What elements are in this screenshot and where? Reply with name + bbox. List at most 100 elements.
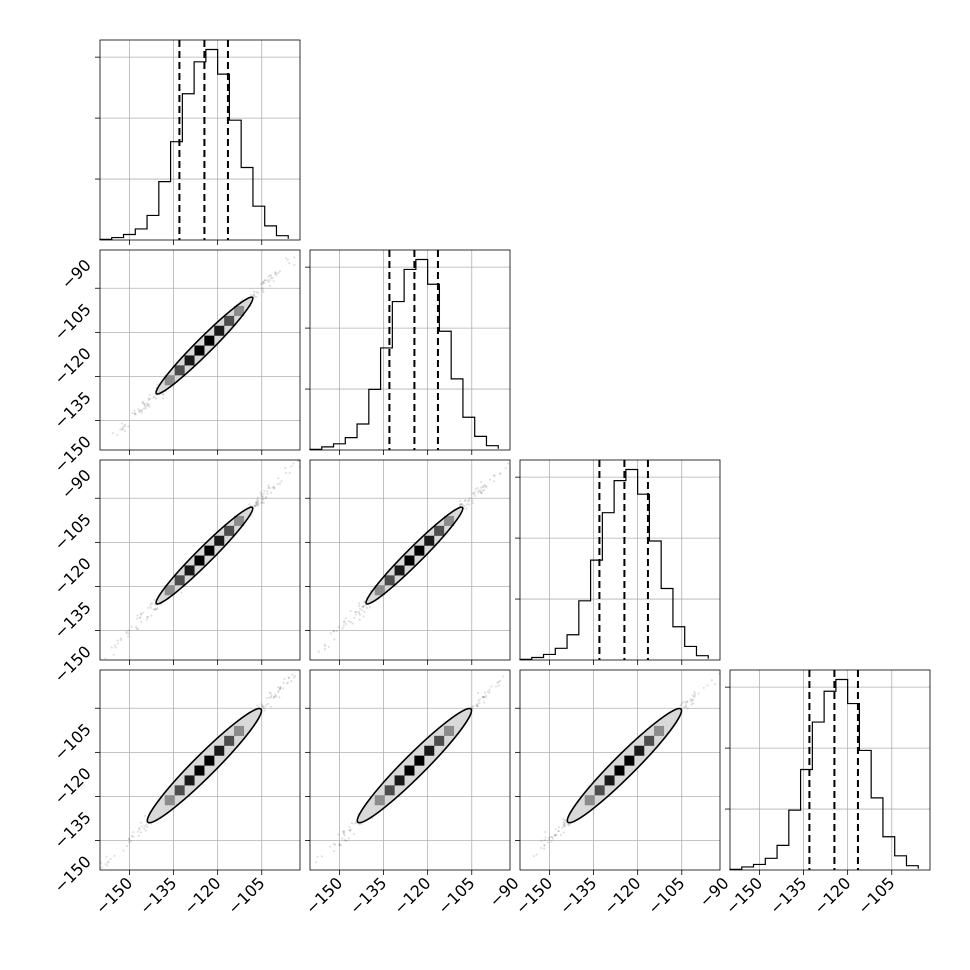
scatter-point [142,611,145,614]
joint-panel-2-0: −90−105−120−135−150 [50,459,301,686]
contour-line [155,506,254,605]
scatter-point [112,653,115,656]
scatter-point [494,685,498,688]
scatter-point [693,692,697,695]
scatter-point [689,700,693,703]
scatter-point [143,827,146,830]
y-tick-label: −135 [50,808,95,853]
scatter-point [105,855,108,858]
scatter-point [365,606,368,609]
scatter-point [107,860,110,863]
scatter-point [347,619,350,623]
y-tick-label: −135 [50,598,95,643]
scatter-point [149,604,152,607]
scatter-point [109,857,112,861]
scatter-point [344,622,347,626]
scatter-point [358,607,362,610]
scatter-point [550,840,553,843]
scatter-point [125,630,128,633]
scatter-point [463,504,466,508]
scatter-point [249,293,253,296]
scatter-point [335,630,338,633]
scatter-point [261,704,264,707]
hist2d-cell [204,335,215,346]
scatter-point [475,705,479,708]
scatter-point [476,487,479,490]
y-tick-label: −150 [50,642,95,687]
histogram-2 [519,468,709,660]
scatter-point [272,485,275,488]
scatter-point [149,602,153,605]
scatter-point [343,834,346,837]
scatter-point [481,485,484,488]
scatter-point [568,824,571,827]
scatter-point [128,838,131,841]
panel-frame [99,459,301,661]
scatter-point [268,274,271,277]
scatter-point [343,620,346,623]
hist2d-cell [374,795,385,806]
scatter-point [480,480,483,484]
scatter-point [562,818,565,821]
scatter-point [362,615,365,618]
scatter-point [262,291,265,294]
scatter-point [127,425,130,428]
scatter-point [276,482,279,486]
scatter-point [706,684,709,687]
scatter-point [535,853,538,856]
scatter-point [348,829,351,832]
scatter-point [145,404,148,407]
scatter-point [566,823,569,826]
scatter-point [342,832,345,835]
scatter-point [263,279,266,282]
scatter-point [562,831,565,834]
scatter-point [490,685,493,688]
y-tick-label: −120 [50,344,95,389]
scatter-point [484,696,487,699]
scatter-point [105,864,109,867]
scatter-point [341,837,344,840]
scatter-point [274,272,277,276]
scatter-point [141,400,144,403]
scatter-point [562,823,565,826]
x-tick-label: −150 [722,873,767,918]
scatter-point [679,703,682,707]
scatter-point [131,411,134,415]
scatter-point [265,696,268,700]
scatter-point [290,465,293,468]
scatter-point [549,835,552,838]
scatter-point [256,503,259,506]
scatter-point [272,696,275,699]
scatter-point [288,262,291,265]
scatter-point [261,289,264,292]
scatter-point [123,423,126,427]
scatter-point [693,690,696,694]
scatter-point [332,842,336,845]
scatter-point [128,837,131,840]
scatter-point [332,630,335,633]
hist2d-cell [204,545,215,556]
scatter-point [120,637,123,640]
scatter-point [264,704,268,707]
scatter-point [553,833,556,836]
hist2d-cell [404,765,415,776]
scatter-point [274,271,277,274]
scatter-point [465,507,468,510]
x-tick-label: −105 [434,873,479,918]
hist2d-cell [384,575,395,586]
scatter-point [362,605,365,608]
scatter-point [279,686,282,690]
scatter-point [113,644,117,647]
scatter-point [147,397,150,400]
scatter-point [136,830,139,833]
scatter-point [264,496,267,500]
hist2d-cell [224,315,235,326]
scatter-point [290,680,293,683]
scatter-point [349,621,352,624]
scatter-point [483,484,486,487]
scatter-point [361,605,365,608]
scatter-point [532,855,535,858]
x-tick-label: −120 [600,873,645,918]
hist2d-cell [444,515,455,526]
scatter-point [269,696,273,699]
